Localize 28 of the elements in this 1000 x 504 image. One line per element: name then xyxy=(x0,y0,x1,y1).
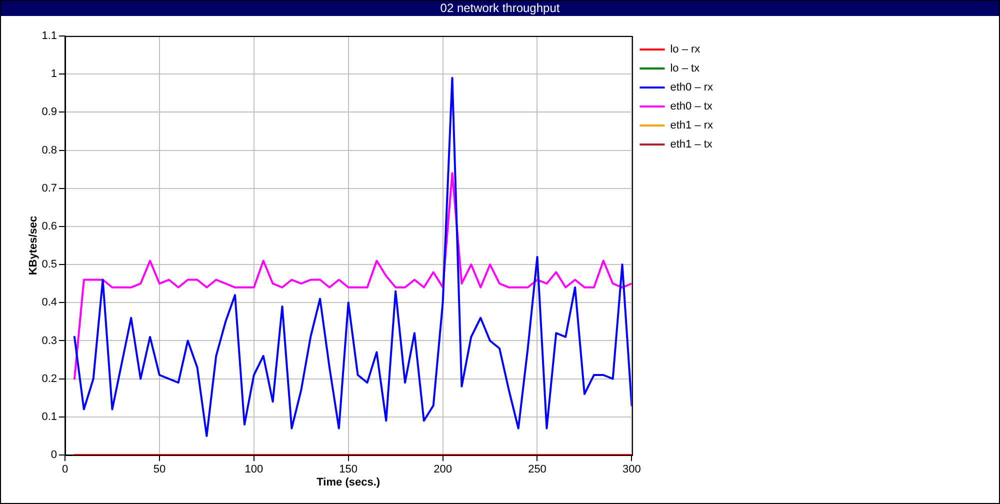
legend-label: lo – tx xyxy=(670,62,700,75)
x-tick-label: 300 xyxy=(622,464,641,476)
y-tick-label: 0.8 xyxy=(42,144,57,156)
y-tick-label: 1.1 xyxy=(42,30,57,42)
x-tick-label: 250 xyxy=(528,464,546,476)
y-tick-label: 0.1 xyxy=(42,410,57,423)
x-tick-label: 50 xyxy=(153,464,166,476)
y-axis-title: KBytes/sec xyxy=(28,216,40,276)
x-tick-label: 150 xyxy=(339,464,358,476)
y-tick-label: 0.4 xyxy=(42,296,57,309)
x-axis-title: Time (secs.) xyxy=(316,476,380,488)
y-tick-label: 0.2 xyxy=(42,372,57,385)
y-tick-label: 0.9 xyxy=(42,106,57,118)
x-tick-label: 100 xyxy=(244,464,264,476)
legend-label: eth0 – tx xyxy=(670,100,713,113)
chart-title: 02 network throughput xyxy=(1,1,999,16)
x-tick-label: 0 xyxy=(62,464,68,476)
x-tick-label: 200 xyxy=(434,464,452,476)
legend-label: eth1 – rx xyxy=(670,120,714,132)
y-tick-label: 0.5 xyxy=(42,258,57,271)
legend-label: eth1 – tx xyxy=(670,138,713,151)
legend-label: eth0 – rx xyxy=(670,82,714,94)
y-tick-label: 0.3 xyxy=(42,334,57,347)
y-tick-label: 0.7 xyxy=(42,182,57,194)
y-tick-label: 1 xyxy=(50,68,57,80)
y-tick-label: 0 xyxy=(50,449,57,462)
y-tick-label: 0.6 xyxy=(42,220,57,232)
legend-label: lo – rx xyxy=(670,44,701,56)
